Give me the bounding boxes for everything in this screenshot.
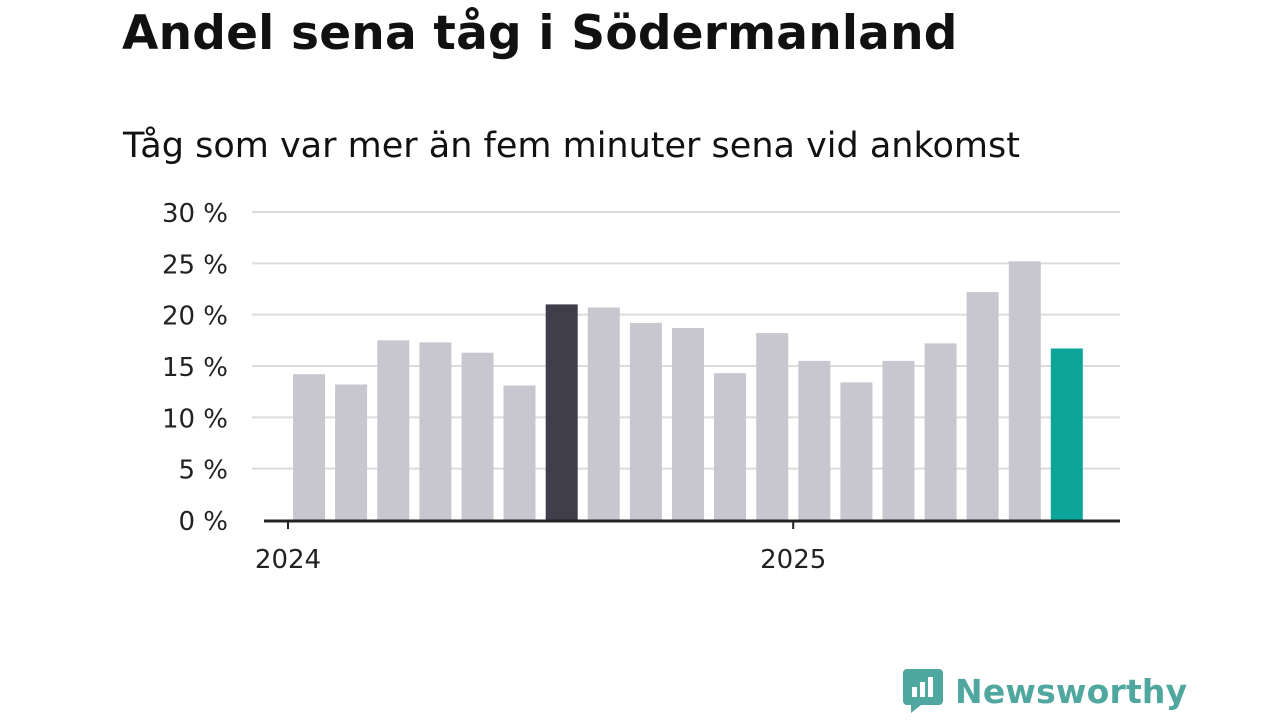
y-tick-label: 0 % — [178, 507, 228, 537]
y-tick-label: 20 % — [162, 302, 228, 332]
y-tick-label: 10 % — [162, 404, 228, 434]
y-tick-label: 30 % — [162, 199, 228, 229]
chart-subtitle: Tåg som var mer än fem minuter sena vid … — [123, 126, 1020, 166]
y-tick-label: 5 % — [178, 456, 228, 486]
bar — [672, 328, 704, 520]
x-tick-label: 2024 — [255, 545, 321, 575]
bar — [882, 360, 915, 520]
bar — [335, 384, 368, 520]
bar — [419, 342, 452, 520]
bars — [293, 261, 1083, 520]
x-tick-label: 2025 — [760, 545, 826, 575]
chart-title: Andel sena tåg i Södermanland — [122, 6, 958, 61]
bar — [293, 374, 326, 520]
bar — [966, 292, 999, 520]
bar — [545, 304, 578, 520]
bar — [756, 333, 789, 520]
y-tick-label: 15 % — [162, 353, 228, 383]
bar — [1050, 348, 1083, 520]
newsworthy-logo-text: Newsworthy — [955, 671, 1188, 711]
newsworthy-logo: Newsworthy — [903, 669, 1187, 713]
bar — [461, 352, 494, 520]
x-axis: 2024 2025 — [255, 519, 1120, 575]
bar — [629, 322, 662, 520]
bar — [714, 373, 746, 520]
bar — [840, 382, 873, 520]
bar — [587, 307, 620, 520]
bar — [1008, 261, 1041, 520]
y-tick-label: 25 % — [162, 250, 228, 280]
bar — [503, 385, 536, 520]
y-axis-labels: 0 % 5 % 10 % 15 % 20 % 25 % 30 % — [162, 199, 228, 537]
bar — [924, 343, 957, 520]
bar — [798, 360, 831, 520]
newsworthy-logo-icon — [903, 669, 943, 713]
bar — [377, 340, 410, 520]
